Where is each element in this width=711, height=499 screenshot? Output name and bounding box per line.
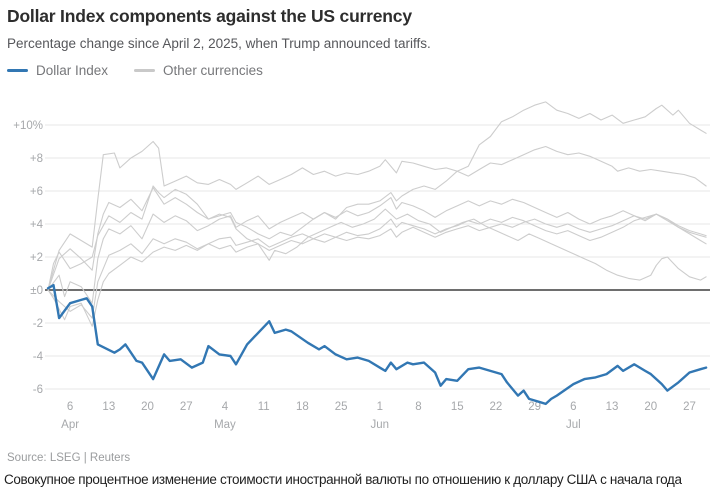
series-line-other-currency (47, 145, 707, 291)
x-tick-label: 18 (296, 401, 309, 413)
legend-item-other-currencies: Other currencies (134, 63, 263, 78)
translated-caption: Совокупное процентное изменение стоимост… (4, 472, 682, 487)
chart-canvas: +10%+8+6+4+2±0-2-4-66 13 20 27 4 11 18 25 1 8 15 22… (13, 101, 710, 431)
x-month-label: May (214, 419, 236, 431)
x-tick-label: 13 (606, 401, 619, 413)
x-month-label: Jun (371, 419, 390, 431)
y-tick-label: +10% (13, 120, 43, 132)
x-tick-label: 27 (683, 401, 696, 413)
x-tick-label: 20 (141, 401, 154, 413)
y-axis-labels: +10% +8 +6 +4 +2 ±0 -2 -4 -6 (13, 120, 43, 396)
y-tick-label: +6 (30, 186, 43, 198)
legend-label: Other currencies (163, 63, 263, 78)
legend-label: Dollar Index (36, 63, 109, 78)
page-title: Dollar Index components against the US c… (7, 6, 412, 26)
x-tick-label: 29 (528, 401, 541, 413)
series-line-other-currency (47, 101, 707, 291)
series-line-dollar-index (46, 283, 708, 406)
series-line-other-currency (47, 185, 707, 291)
series-line-other-currency (47, 213, 707, 319)
x-tick-label: 1 (377, 401, 383, 413)
series-lines (46, 101, 708, 406)
series-line-other-currency (47, 197, 707, 304)
y-tick-label: -6 (33, 384, 43, 396)
y-tick-label: -2 (33, 318, 43, 330)
series-line-other-currency (47, 213, 707, 327)
y-tick-label: ±0 (30, 285, 43, 297)
chart-legend: Dollar Index Other currencies (7, 63, 263, 78)
y-tick-label: -4 (33, 351, 44, 363)
x-month-label: Apr (61, 419, 79, 431)
chart-subtitle: Percentage change since April 2, 2025, w… (7, 36, 431, 51)
y-tick-label: +2 (30, 252, 43, 264)
x-tick-label: 6 (67, 401, 73, 413)
x-tick-label: 8 (415, 401, 421, 413)
dollar-index-line-swatch (7, 69, 28, 72)
x-month-label: Jul (566, 419, 581, 431)
x-tick-label: 13 (102, 401, 115, 413)
x-tick-label: 25 (335, 401, 348, 413)
source-note: Source: LSEG | Reuters (7, 452, 131, 464)
legend-item-dollar-index: Dollar Index (7, 63, 108, 78)
x-tick-label: 27 (180, 401, 193, 413)
x-tick-label: 11 (258, 401, 270, 413)
other-currencies-line-swatch (134, 69, 156, 72)
y-tick-label: +8 (30, 153, 43, 165)
chart-header: Dollar Index components against the US c… (7, 6, 707, 51)
x-tick-label: 20 (644, 401, 657, 413)
y-tick-label: +4 (30, 219, 44, 231)
x-tick-label: 6 (570, 401, 576, 413)
x-tick-label: 4 (222, 401, 229, 413)
grid-lines (45, 124, 710, 390)
x-tick-label: 22 (490, 401, 503, 413)
line-chart: +10% +8 +6 +4 +2 ±0 -2 -4 -6 6 13 20 27 4 11 18 25 1 8 15 22… (0, 88, 711, 448)
x-tick-label: 15 (451, 401, 464, 413)
